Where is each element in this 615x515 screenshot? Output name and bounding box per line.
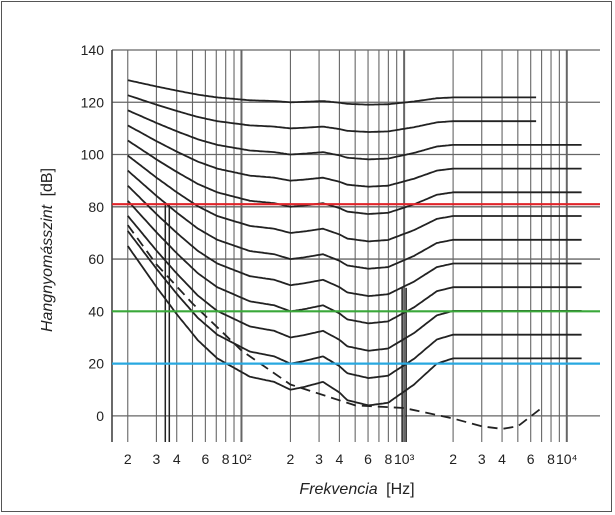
curve-120-phon — [127, 79, 537, 106]
x-tick-label-200: 2 — [287, 451, 295, 467]
y-tick-label-20: 20 — [88, 356, 104, 372]
x-tick-label-4000: 4 — [498, 451, 506, 467]
y-axis-title-unit: [dB] — [39, 168, 56, 196]
curve-40-phon — [127, 200, 582, 325]
y-tick-label-0: 0 — [96, 408, 104, 424]
y-tick-label-120: 120 — [81, 94, 105, 110]
y-tick-label-140: 140 — [81, 42, 105, 58]
y-tick-label-40: 40 — [88, 303, 104, 319]
x-tick-label-300: 3 — [315, 451, 323, 467]
reference-lines — [112, 203, 600, 365]
curve-60-phon — [127, 169, 582, 270]
x-tick-label-600: 6 — [364, 451, 372, 467]
curve-100-phon — [127, 109, 582, 161]
hearing-threshold-curve — [127, 224, 543, 430]
x-tick-label-60: 6 — [201, 451, 209, 467]
curve-110-phon — [127, 94, 537, 133]
x-tick-labels: 2 3 4 6 8 10² 2 3 4 6 8 10³ 2 3 4 6 8 10⁴ — [124, 451, 578, 467]
x-axis-title: Frekvencia [Hz] — [299, 481, 414, 498]
x-tick-label-400: 4 — [335, 451, 343, 467]
x-tick-label-8000: 8 — [547, 451, 555, 467]
x-tick-label-20: 2 — [124, 451, 132, 467]
curve-50-phon — [127, 185, 582, 298]
curve-80-phon — [127, 139, 582, 215]
x-tick-label-3000: 3 — [478, 451, 486, 467]
grid — [111, 49, 600, 442]
equal-loudness-curves — [127, 79, 582, 430]
y-axis-title-main: Hangnyomásszint — [39, 204, 56, 332]
x-tick-label-40: 4 — [173, 451, 181, 467]
y-tick-label-80: 80 — [88, 199, 104, 215]
x-axis-title-unit: [Hz] — [386, 481, 414, 498]
curve-10-phon — [127, 245, 582, 407]
x-tick-label-6000: 6 — [527, 451, 535, 467]
x-tick-label-2000: 2 — [449, 451, 457, 467]
x-tick-label-30: 3 — [153, 451, 161, 467]
x-tick-label-10000: 10⁴ — [556, 451, 578, 467]
x-tick-label-800: 8 — [384, 451, 392, 467]
y-tick-labels: 140 120 100 80 60 40 20 0 — [81, 42, 105, 424]
y-axis-title: Hangnyomásszint [dB] — [39, 168, 56, 332]
y-tick-label-60: 60 — [88, 251, 104, 267]
curve-70-phon — [127, 154, 582, 243]
curve-20-phon — [127, 230, 582, 380]
x-tick-label-1000: 10³ — [394, 451, 415, 467]
curve-90-phon — [127, 124, 582, 188]
x-axis-title-main: Frekvencia — [299, 481, 377, 498]
y-tick-label-100: 100 — [81, 147, 105, 163]
x-tick-label-100: 10² — [231, 451, 252, 467]
x-tick-label-80: 8 — [222, 451, 230, 467]
